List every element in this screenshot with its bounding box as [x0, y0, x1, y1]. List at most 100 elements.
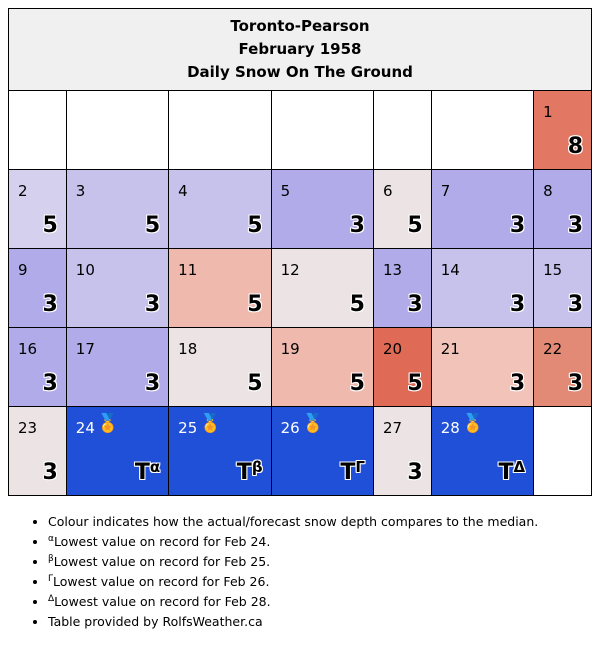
day-number: 16	[18, 340, 37, 358]
calendar-empty-cell	[8, 90, 67, 170]
day-number-text: 23	[18, 419, 38, 437]
day-number: 3	[76, 182, 86, 200]
calendar-day-cell: 24 🏅 Tα	[65, 406, 170, 496]
day-number-text: 1	[543, 103, 553, 121]
footnote-text: Lowest value on record for Feb 24.	[53, 534, 271, 549]
footnotes: Colour indicates how the actual/forecast…	[8, 512, 538, 632]
snow-depth-text: 3	[407, 292, 423, 317]
day-number-text: 10	[75, 261, 95, 279]
footnote-text: Lowest value on record for Feb 28.	[54, 594, 271, 609]
record-footnote-marker: β	[251, 458, 263, 476]
calendar-empty-cell	[533, 406, 592, 496]
calendar-week-row: 9 3 10 3 11 5 12 5 13 3 14 3 15 3	[8, 248, 592, 328]
snow-calendar: 1 8 2 5 3 5 4 5 5 3 6 5 7 3 8 3 9 3 10 3 11 5 12 5 13 3 14 3 15 3 16 3 1…	[8, 90, 592, 496]
day-number: 21	[441, 340, 460, 358]
snow-depth-text: T	[236, 460, 252, 485]
snow-depth-text: T	[340, 460, 356, 485]
calendar-day-cell: 28 🏅 TΔ	[430, 406, 535, 496]
snow-depth-value: 5	[350, 372, 365, 396]
calendar-day-cell: 20 5	[372, 327, 432, 407]
day-number-text: 14	[440, 261, 460, 279]
day-number: 11	[178, 261, 197, 279]
snow-depth-text: 3	[509, 213, 526, 238]
footnote-text: Lowest value on record for Feb 25.	[53, 554, 271, 569]
snow-depth-value: Tβ	[236, 458, 263, 485]
day-number: 27	[383, 419, 402, 437]
medal-icon: 🏅	[96, 413, 120, 434]
footnote-marker: α	[48, 533, 54, 544]
snow-depth-value: 3	[145, 293, 160, 317]
snow-depth-text: 3	[144, 292, 161, 317]
calendar-day-cell: 27 3	[372, 406, 432, 496]
snow-depth-value: 3	[568, 214, 583, 238]
footnote-text: Lowest value on record for Feb 26.	[53, 574, 270, 589]
snow-depth-value: 5	[145, 214, 160, 238]
day-number: 25 🏅	[178, 415, 222, 438]
calendar-day-cell: 26 🏅 TΓ	[270, 406, 374, 496]
day-number: 18	[178, 340, 197, 358]
day-number: 22	[543, 340, 562, 358]
day-number: 17	[76, 340, 95, 358]
calendar-day-cell: 25 🏅 Tβ	[168, 406, 272, 496]
footnote-marker: Δ	[48, 593, 55, 604]
snow-depth-text: 5	[247, 371, 263, 396]
day-number: 12	[281, 261, 300, 279]
month-year: February 1958	[238, 40, 362, 58]
day-number-text: 25	[178, 419, 198, 437]
day-number: 28 🏅	[441, 415, 485, 438]
calendar-empty-cell	[65, 90, 170, 170]
snow-depth-value: 3	[510, 214, 525, 238]
day-number: 19	[281, 340, 300, 358]
day-number-text: 22	[543, 340, 563, 358]
day-number: 23	[18, 419, 37, 437]
snow-depth-text: 3	[509, 371, 526, 396]
calendar-day-cell: 18 5	[168, 327, 272, 407]
day-number: 20	[383, 340, 402, 358]
snow-depth-value: 3	[42, 293, 57, 317]
calendar-day-cell: 12 5	[270, 248, 374, 328]
snow-depth-value: 3	[568, 293, 583, 317]
snow-depth-text: 3	[42, 460, 58, 485]
day-number-text: 20	[382, 340, 403, 358]
day-number-text: 24	[75, 419, 95, 437]
calendar-day-cell: 10 3	[65, 248, 170, 328]
day-number: 13	[383, 261, 402, 279]
day-number-text: 16	[18, 340, 38, 358]
footnote-text: Colour indicates how the actual/forecast…	[48, 514, 539, 529]
day-number: 6	[383, 182, 393, 200]
snow-depth-text: 3	[349, 213, 365, 238]
day-number: 24 🏅	[75, 415, 120, 438]
snow-depth-value: 5	[350, 293, 365, 317]
snow-depth-value: 5	[247, 372, 262, 396]
calendar-day-cell: 14 3	[430, 248, 535, 328]
calendar-empty-cell	[430, 90, 535, 170]
footnote-marker: Γ	[48, 573, 54, 584]
footnote-item: ΔLowest value on record for Feb 28.	[48, 592, 538, 612]
record-footnote-marker: Γ	[355, 458, 365, 476]
snow-depth-text: 3	[567, 213, 583, 238]
day-number: 10	[76, 261, 95, 279]
snow-depth-text: T	[498, 460, 514, 485]
calendar-day-cell: 21 3	[430, 327, 535, 407]
medal-icon: 🏅	[199, 413, 222, 434]
day-number-text: 5	[280, 182, 291, 200]
calendar-empty-cell	[372, 90, 432, 170]
snow-depth-text: 5	[247, 292, 263, 317]
snow-depth-text: 3	[509, 292, 526, 317]
snow-depth-value: 3	[42, 372, 57, 396]
footnote-item: αLowest value on record for Feb 24.	[48, 532, 538, 552]
snow-depth-value: Tα	[135, 458, 160, 485]
snow-depth-text: 5	[407, 213, 423, 238]
day-number: 1	[543, 103, 553, 121]
snow-depth-text: 5	[144, 213, 161, 238]
record-footnote-marker: Δ	[513, 458, 526, 476]
day-number: 9	[18, 261, 28, 279]
day-number-text: 4	[178, 182, 188, 200]
snow-depth-value: TΔ	[498, 458, 526, 485]
